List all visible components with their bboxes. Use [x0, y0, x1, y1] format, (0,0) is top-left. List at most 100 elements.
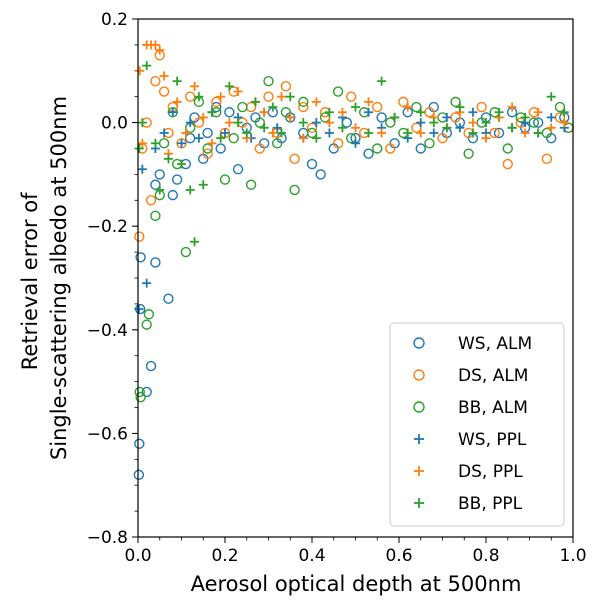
point-bb-ppl — [233, 118, 243, 128]
point-bb-alm — [135, 391, 146, 403]
point-ws-ppl — [546, 112, 556, 122]
legend-marker-bb-ppl — [414, 498, 424, 508]
point-ws-alm — [376, 112, 387, 123]
point-bb-ppl — [559, 107, 569, 117]
point-ws-alm — [306, 158, 318, 170]
point-ws-alm — [135, 252, 146, 263]
point-ws-alm — [134, 438, 145, 449]
legend-marker-ws-ppl — [414, 434, 424, 444]
point-bb-ppl — [242, 128, 252, 138]
point-ws-alm — [224, 107, 235, 118]
point-ws-alm — [415, 143, 426, 154]
plot-frame — [137, 18, 574, 538]
point-bb-ppl — [134, 144, 144, 153]
y-tick-label: 0.2 — [101, 10, 128, 30]
point-ws-alm — [141, 386, 152, 398]
point-ds-alm — [134, 231, 145, 242]
point-bb-ppl — [150, 138, 160, 148]
point-ws-ppl — [324, 128, 334, 138]
point-ds-alm — [202, 148, 213, 159]
legend: WS, ALM DS, ALM BB, ALM WS, PPL DS, PPL BB, P… — [389, 322, 565, 527]
point-ds-ppl — [416, 128, 426, 138]
point-bb-ppl — [298, 118, 308, 128]
y-tick-label: −0.6 — [87, 424, 128, 444]
point-ws-ppl — [177, 138, 186, 148]
point-bb-ppl — [455, 102, 465, 112]
point-bb-ppl — [224, 81, 234, 91]
point-bb-ppl — [337, 123, 347, 133]
x-axis-title: Aerosol optical depth at 500nm — [191, 572, 522, 596]
point-bb-alm — [289, 184, 300, 196]
point-ds-ppl — [324, 118, 334, 128]
legend-marker-ws-alm — [413, 337, 425, 349]
point-bb-ppl — [390, 112, 400, 122]
point-bb-ppl — [429, 118, 439, 128]
point-bb-ppl — [142, 61, 152, 71]
point-bb-ppl — [416, 107, 426, 117]
point-ds-ppl — [533, 107, 543, 117]
point-bb-alm — [424, 138, 435, 149]
x-tick-label: 0.4 — [298, 546, 325, 566]
point-bb-alm — [263, 75, 274, 87]
point-ds-ppl — [337, 107, 347, 117]
point-bb-ppl — [137, 118, 147, 128]
point-ws-alm — [533, 117, 544, 128]
point-bb-ppl — [351, 102, 360, 112]
point-bb-ppl — [155, 185, 165, 195]
point-ws-alm — [150, 257, 161, 268]
point-ds-ppl — [285, 112, 295, 122]
point-ws-ppl — [429, 128, 439, 138]
legend-marker-ds-ppl — [414, 466, 424, 476]
point-ws-ppl — [142, 278, 152, 288]
point-bb-alm — [463, 148, 474, 159]
point-ds-ppl — [159, 71, 169, 81]
point-ds-ppl — [190, 81, 200, 91]
point-ds-alm — [145, 195, 157, 206]
legend-label-ws-alm: WS, ALM — [458, 334, 532, 354]
point-ds-ppl — [233, 87, 243, 97]
point-ds-alm — [254, 143, 265, 154]
point-ds-ppl — [268, 128, 278, 138]
point-bb-ppl — [481, 118, 491, 128]
point-bb-ppl — [190, 237, 200, 247]
point-bb-ppl — [494, 107, 504, 117]
point-ws-ppl — [134, 304, 144, 314]
point-ds-alm — [289, 153, 300, 165]
point-ds-ppl — [135, 66, 145, 76]
point-ws-alm — [232, 164, 244, 175]
point-bb-ppl — [285, 92, 295, 102]
point-bb-alm — [141, 319, 152, 330]
point-bb-ppl — [194, 92, 204, 102]
point-ds-alm — [150, 75, 161, 87]
y-axis-title-line-2: Single-scattering albedo at 500nm — [47, 96, 71, 460]
point-bb-ppl — [172, 76, 182, 86]
point-ws-ppl — [137, 164, 147, 174]
point-ds-alm — [298, 101, 309, 113]
point-ds-ppl — [259, 107, 269, 117]
legend-marker-bb-alm — [413, 401, 425, 413]
point-bb-ppl — [216, 133, 226, 143]
point-bb-alm — [143, 309, 155, 320]
point-ds-ppl — [377, 128, 387, 138]
point-bb-ppl — [311, 133, 321, 143]
x-tick-label: 0.8 — [472, 546, 499, 566]
x-tick-label: 0.0 — [124, 546, 151, 566]
point-ds-alm — [158, 86, 170, 97]
point-ws-ppl — [272, 123, 282, 133]
point-ds-alm — [541, 153, 553, 165]
point-ds-alm — [502, 158, 513, 170]
point-ws-ppl — [185, 118, 195, 128]
point-ws-alm — [154, 169, 165, 180]
point-ds-alm — [372, 101, 383, 113]
point-ds-ppl — [137, 138, 147, 148]
y-tick-label: −0.4 — [87, 321, 128, 341]
point-bb-alm — [150, 210, 161, 222]
point-bb-ppl — [207, 107, 217, 117]
point-ds-ppl — [311, 97, 321, 107]
point-ws-alm — [133, 469, 145, 481]
point-ds-ppl — [150, 40, 160, 50]
legend-label-ds-alm: DS, ALM — [458, 366, 528, 386]
point-bb-alm — [134, 386, 145, 398]
point-ws-alm — [145, 360, 157, 372]
